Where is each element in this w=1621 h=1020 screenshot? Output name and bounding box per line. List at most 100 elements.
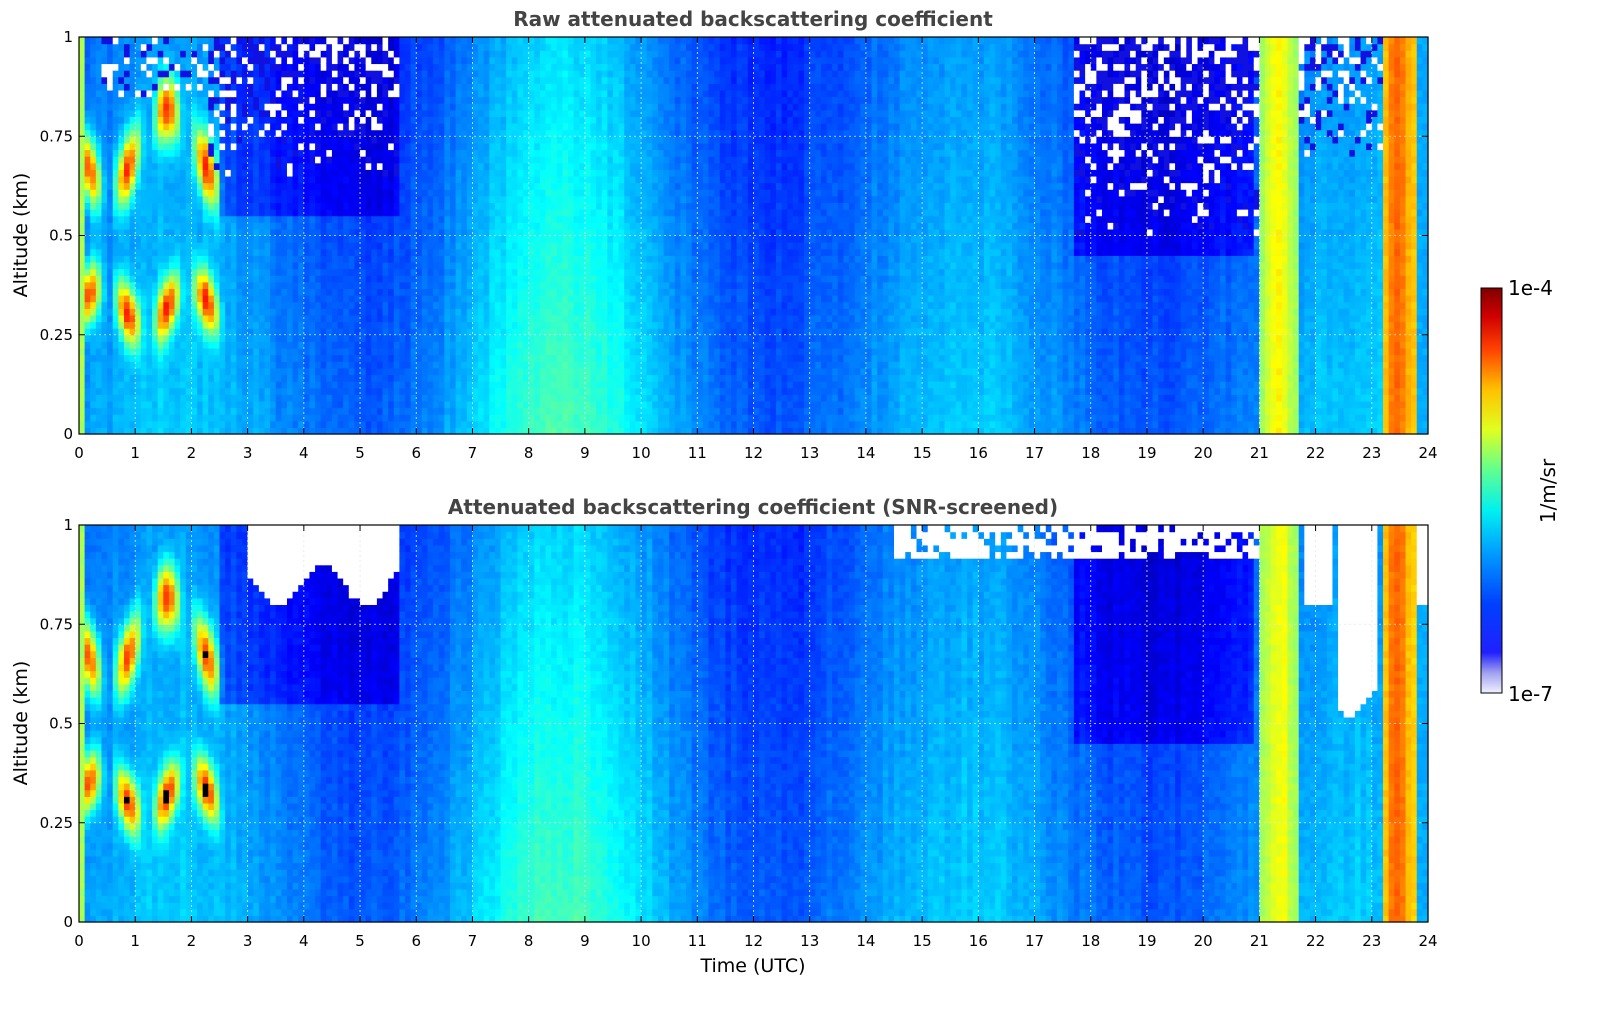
- heatmap-cell: [152, 361, 158, 368]
- heatmap-cell: [152, 381, 158, 388]
- heatmap-cell: [360, 176, 366, 183]
- heatmap-cell: [264, 130, 270, 137]
- heatmap-cell: [180, 116, 186, 123]
- heatmap-cell: [332, 249, 338, 256]
- heatmap-cell: [236, 341, 242, 348]
- heatmap-cell: [394, 143, 400, 150]
- heatmap-cell: [478, 97, 484, 104]
- heatmap-cell: [394, 163, 400, 170]
- heatmap-cell: [472, 414, 478, 421]
- heatmap-cell: [242, 216, 248, 223]
- heatmap-cell: [388, 116, 394, 123]
- heatmap-cell: [85, 50, 91, 57]
- heatmap-cell: [377, 163, 383, 170]
- heatmap-cell: [332, 302, 338, 309]
- heatmap-cell: [208, 176, 214, 183]
- heatmap-cell: [377, 414, 383, 421]
- heatmap-cell: [270, 57, 276, 64]
- heatmap-cell: [405, 97, 411, 104]
- heatmap-cell: [309, 328, 315, 335]
- heatmap-cell: [383, 149, 389, 156]
- heatmap-cell: [225, 44, 231, 51]
- heatmap-cell: [416, 50, 422, 57]
- heatmap-cell: [169, 401, 175, 408]
- heatmap-cell: [405, 37, 411, 44]
- heatmap-cell: [253, 341, 259, 348]
- heatmap-cell: [349, 123, 355, 130]
- heatmap-cell: [96, 269, 102, 276]
- heatmap-cell: [158, 408, 164, 415]
- heatmap-cell: [501, 90, 507, 97]
- heatmap-cell: [399, 341, 405, 348]
- heatmap-cell: [332, 401, 338, 408]
- heatmap-cell: [186, 196, 192, 203]
- heatmap-cell: [433, 394, 439, 401]
- heatmap-cell: [85, 275, 91, 282]
- heatmap-cell: [506, 189, 512, 196]
- heatmap-cell: [383, 249, 389, 256]
- heatmap-cell: [338, 130, 344, 137]
- heatmap-cell: [304, 381, 310, 388]
- heatmap-cell: [484, 90, 490, 97]
- heatmap-cell: [506, 143, 512, 150]
- heatmap-cell: [427, 361, 433, 368]
- heatmap-cell: [416, 189, 422, 196]
- heatmap-cell: [304, 361, 310, 368]
- heatmap-cell: [529, 421, 535, 428]
- heatmap-cell: [332, 123, 338, 130]
- heatmap-cell: [394, 216, 400, 223]
- heatmap-cell: [96, 83, 102, 90]
- heatmap-cell: [405, 269, 411, 276]
- heatmap-cell: [236, 90, 242, 97]
- heatmap-cell: [433, 315, 439, 322]
- heatmap-cell: [366, 176, 372, 183]
- heatmap-cell: [450, 143, 456, 150]
- heatmap-cell: [135, 368, 141, 375]
- heatmap-cell: [169, 90, 175, 97]
- heatmap-cell: [248, 222, 254, 229]
- heatmap-cell: [124, 348, 130, 355]
- heatmap-cell: [231, 83, 237, 90]
- heatmap-cell: [113, 176, 119, 183]
- heatmap-cell: [293, 229, 299, 236]
- heatmap-cell: [270, 322, 276, 329]
- heatmap-cell: [169, 83, 175, 90]
- heatmap-cell: [90, 249, 96, 256]
- heatmap-cell: [259, 202, 265, 209]
- heatmap-cell: [360, 408, 366, 415]
- heatmap-cell: [79, 169, 85, 176]
- heatmap-cell: [399, 163, 405, 170]
- heatmap-cell: [529, 83, 535, 90]
- heatmap-cell: [377, 374, 383, 381]
- heatmap-cell: [264, 269, 270, 276]
- heatmap-cell: [90, 414, 96, 421]
- heatmap-cell: [270, 209, 276, 216]
- heatmap-cell: [495, 374, 501, 381]
- heatmap-cell: [276, 401, 282, 408]
- heatmap-cell: [405, 242, 411, 249]
- heatmap-cell: [79, 341, 85, 348]
- heatmap-cell: [517, 242, 523, 249]
- heatmap-cell: [197, 196, 203, 203]
- heatmap-cell: [472, 361, 478, 368]
- heatmap-cell: [146, 136, 152, 143]
- heatmap-cell: [141, 103, 147, 110]
- heatmap-cell: [141, 163, 147, 170]
- heatmap-cell: [450, 361, 456, 368]
- heatmap-cell: [197, 83, 203, 90]
- heatmap-cell: [101, 130, 107, 137]
- heatmap-cell: [450, 163, 456, 170]
- heatmap-cell: [259, 90, 265, 97]
- heatmap-cell: [399, 83, 405, 90]
- heatmap-cell: [427, 421, 433, 428]
- heatmap-cell: [529, 189, 535, 196]
- heatmap-cell: [461, 269, 467, 276]
- heatmap-cell: [208, 348, 214, 355]
- heatmap-cell: [349, 315, 355, 322]
- heatmap-cell: [506, 328, 512, 335]
- heatmap-cell: [90, 83, 96, 90]
- heatmap-cell: [281, 209, 287, 216]
- heatmap-cell: [512, 414, 518, 421]
- heatmap-cell: [158, 116, 164, 123]
- heatmap-cell: [309, 50, 315, 57]
